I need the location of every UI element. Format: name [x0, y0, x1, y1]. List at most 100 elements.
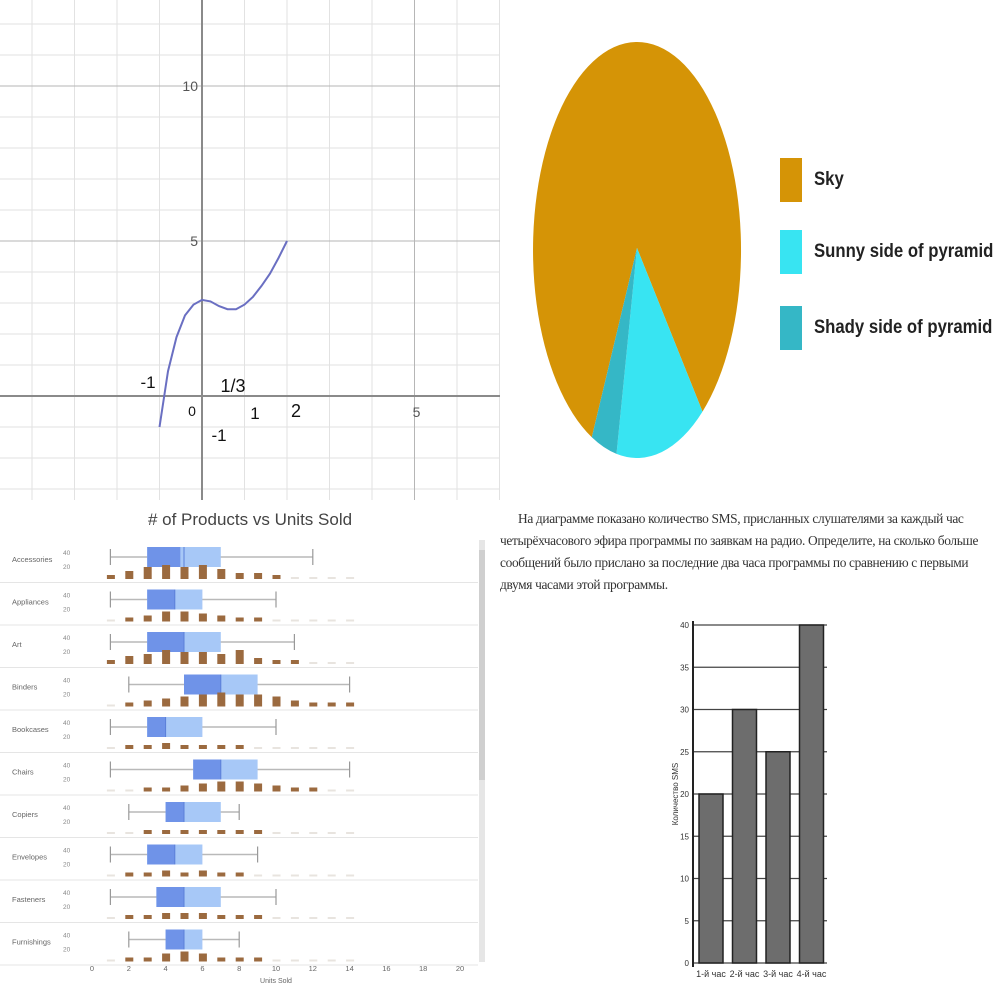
- histogram-bar: [162, 565, 171, 579]
- histogram-bar: [198, 745, 207, 749]
- x-tick-label: 5: [413, 404, 421, 420]
- histogram-tick-label: 40: [63, 763, 71, 770]
- histogram-tick-label: 20: [63, 947, 71, 954]
- histogram-bar: [254, 830, 263, 834]
- histogram-bar: [180, 567, 189, 579]
- category-label: Furnishings: [12, 938, 51, 947]
- histogram-tick-label: 40: [63, 805, 71, 812]
- histogram-bar: [125, 702, 134, 707]
- histogram-bar: [346, 747, 355, 749]
- x-tick-label: 20: [456, 964, 464, 973]
- histogram-tick-label: 20: [63, 649, 71, 656]
- histogram-bar: [272, 575, 281, 579]
- histogram-tick-label: 40: [63, 678, 71, 685]
- histogram-bar: [254, 874, 263, 877]
- histogram-bar: [125, 789, 134, 792]
- box-inner: [156, 887, 184, 907]
- histogram-bar: [125, 872, 134, 877]
- histogram-bar: [272, 660, 281, 664]
- histogram-bar: [162, 870, 171, 877]
- histogram-bar: [143, 567, 152, 579]
- legend-label: Sky: [814, 169, 844, 190]
- histogram-bar: [309, 577, 318, 579]
- legend-swatch: [780, 230, 802, 274]
- histogram-bar: [290, 832, 299, 834]
- histogram-bar: [106, 619, 115, 622]
- histogram-bar: [290, 619, 299, 622]
- histogram-bar: [162, 913, 171, 919]
- box-inner: [147, 717, 166, 737]
- category-label: Art: [12, 640, 23, 649]
- histogram-bar: [198, 694, 207, 707]
- histogram-bar: [180, 696, 189, 707]
- histogram-bar: [235, 573, 244, 579]
- pyramid-pie-chart: [533, 41, 742, 458]
- histogram-bar: [309, 874, 318, 877]
- histogram-bar: [217, 692, 226, 707]
- category-label: Fasteners: [12, 895, 46, 904]
- histogram-bar: [125, 571, 134, 579]
- legend-label: Shady side of pyramid: [814, 317, 993, 338]
- histogram-bar: [290, 917, 299, 919]
- histogram-bar: [309, 917, 318, 919]
- histogram-bar: [272, 832, 281, 834]
- x-tick-label: 3-й час: [763, 969, 793, 979]
- histogram-bar: [327, 874, 336, 877]
- histogram-bar: [217, 781, 226, 792]
- category-label: Bookcases: [12, 725, 49, 734]
- histogram-bar: [125, 832, 134, 834]
- histogram-bar: [125, 656, 134, 664]
- histogram-tick-label: 40: [63, 890, 71, 897]
- histogram-bar: [290, 577, 299, 579]
- legend-label: Sunny side of pyramid: [814, 241, 994, 262]
- sms-bar-chart: 0 5 10 15 20 25 30 35 40 1-й час 2-й час 3-й час 4-й…: [671, 621, 827, 979]
- pie-slice: [616, 248, 703, 458]
- y-tick-label: 5: [685, 917, 690, 926]
- histogram-bar: [162, 611, 171, 622]
- histogram-bar: [254, 957, 263, 962]
- bar: [731, 708, 758, 964]
- histogram-bar: [125, 745, 134, 749]
- histogram-bar: [180, 785, 189, 792]
- bar: [765, 751, 791, 964]
- y-tick-label: 30: [680, 706, 689, 715]
- histogram-tick-label: 20: [63, 734, 71, 741]
- histogram-tick-label: 20: [63, 862, 71, 869]
- histogram-bar: [346, 959, 355, 962]
- histogram-bar: [290, 660, 299, 664]
- histogram-bar: [217, 915, 226, 919]
- histogram-bar: [217, 569, 226, 579]
- histogram-bar: [235, 872, 244, 877]
- histogram-bar: [309, 787, 318, 792]
- box-inner: [147, 844, 175, 865]
- histogram-bar: [346, 832, 355, 834]
- box-inner: [147, 547, 181, 567]
- histogram-bar: [217, 872, 226, 877]
- histogram-bar: [254, 658, 263, 664]
- histogram-bar: [272, 959, 281, 962]
- histogram-bar: [327, 702, 336, 707]
- histogram-bar: [106, 747, 115, 749]
- histogram-bar: [106, 959, 115, 962]
- box-inner: [147, 589, 175, 610]
- y-tick-label: 0: [685, 959, 690, 968]
- histogram-bar: [217, 654, 226, 664]
- histogram-bar: [346, 789, 355, 792]
- histogram-bar: [327, 789, 336, 792]
- histogram-bar: [254, 573, 263, 579]
- y-tick-label: 15: [680, 832, 689, 841]
- x-tick-label: 2-й час: [730, 969, 760, 979]
- histogram-bar: [254, 783, 263, 792]
- histogram-bar: [217, 745, 226, 749]
- histogram-bar: [125, 617, 134, 622]
- pie-slice: [533, 41, 742, 438]
- histogram-bar: [327, 832, 336, 834]
- histogram-bar: [106, 917, 115, 919]
- box-inner: [165, 802, 184, 822]
- category-label: Chairs: [12, 768, 34, 777]
- histogram-bar: [198, 783, 207, 792]
- y-tick-label: 40: [680, 621, 689, 630]
- category-label: Copiers: [12, 810, 38, 819]
- histogram-tick-label: 20: [63, 564, 71, 571]
- histogram-bar: [106, 704, 115, 707]
